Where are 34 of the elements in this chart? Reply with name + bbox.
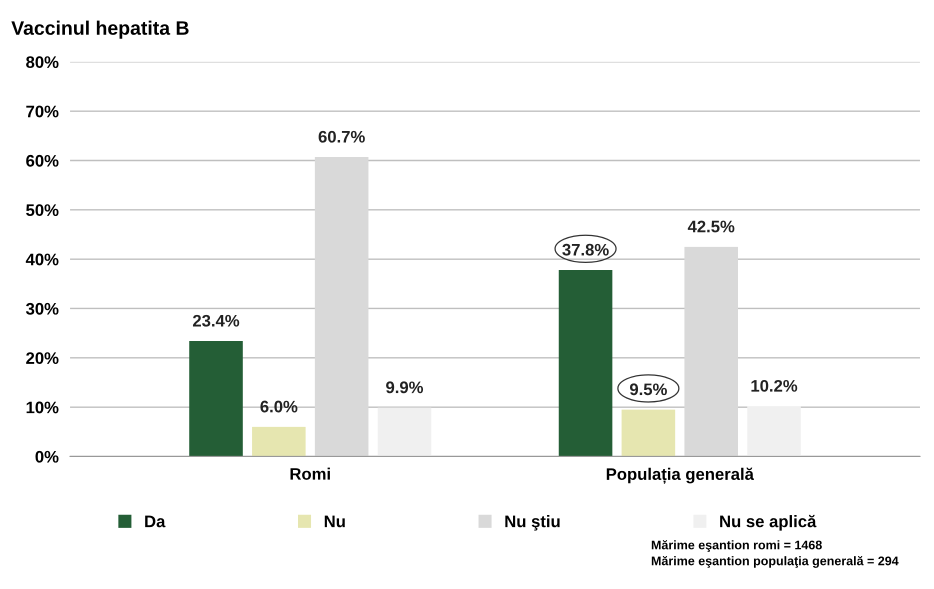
y-tick-label: 70% bbox=[26, 106, 58, 118]
data-label: 6.0% bbox=[260, 400, 298, 412]
x-tick-label: Populația generală bbox=[606, 468, 754, 484]
text: Mărime eşantion populaţia generală = 294 bbox=[652, 556, 899, 568]
bar bbox=[378, 408, 432, 456]
bar bbox=[684, 246, 738, 456]
text: Mărime eşantion romi = 1468 bbox=[652, 540, 822, 552]
y-tick-label: 10% bbox=[26, 402, 58, 414]
y-tick-label: 60% bbox=[26, 154, 58, 167]
data-label: 9.9% bbox=[386, 381, 424, 394]
y-tick-label: 20% bbox=[26, 352, 58, 364]
y-tick-label: 80% bbox=[26, 56, 58, 68]
chart-title: Vaccinul hepatita B bbox=[11, 20, 189, 39]
y-tick-label: 50% bbox=[26, 204, 58, 216]
y-tick-label: 30% bbox=[26, 302, 58, 315]
legend-label: Nu se aplică bbox=[720, 514, 816, 531]
legend-label: Da bbox=[145, 516, 166, 528]
bar bbox=[622, 410, 676, 456]
data-label: 23.4% bbox=[192, 314, 240, 327]
bar bbox=[558, 270, 612, 456]
data-label: 42.5% bbox=[688, 220, 734, 232]
bar bbox=[314, 157, 368, 456]
bar bbox=[252, 426, 306, 456]
legend-label: Nu bbox=[324, 516, 345, 528]
data-label: 60.7% bbox=[318, 130, 365, 143]
bar bbox=[747, 406, 801, 456]
y-tick-label: 0% bbox=[36, 450, 58, 463]
y-tick-label: 40% bbox=[26, 254, 58, 266]
x-tick-label: Romi bbox=[290, 468, 330, 480]
data-label: 10.2% bbox=[751, 380, 798, 392]
data-label: 9.5% bbox=[630, 383, 667, 396]
bar bbox=[189, 341, 243, 456]
legend-label: Nu ştiu bbox=[505, 515, 560, 531]
data-label: 37.8% bbox=[562, 244, 609, 256]
